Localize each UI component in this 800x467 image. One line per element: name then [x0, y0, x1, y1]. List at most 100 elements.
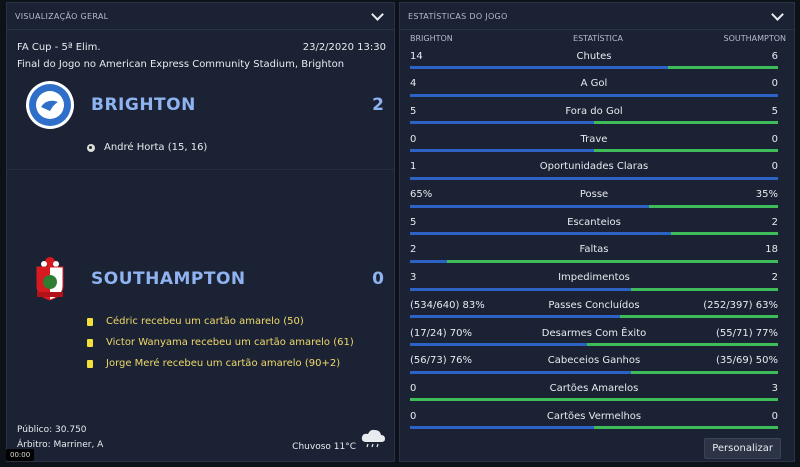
stat-row: 14 Chutes 6 [410, 48, 778, 75]
card-event: Victor Wanyama recebeu um cartão amarelo… [87, 337, 354, 348]
overview-panel: VISUALIZAÇÃO GERAL FA Cup - 5ª Elim. 23/… [6, 2, 395, 462]
stat-values: 0 Trave 0 [410, 131, 778, 147]
stat-label: Faltas [579, 244, 609, 256]
stat-label: Passes Concluídos [548, 299, 640, 311]
yellow-card-icon [87, 317, 93, 326]
stat-home-value: 5 [410, 216, 417, 228]
stat-bar [410, 204, 778, 208]
stat-row: 1 Oportunidades Claras 0 [410, 159, 778, 186]
stat-bar [410, 232, 778, 236]
yellow-card-icon [87, 359, 93, 368]
stat-away-value: (35/69) 50% [715, 355, 778, 367]
stats-title: ESTATÍSTICAS DO JOGO [408, 11, 508, 21]
match-stats-panel: ESTATÍSTICAS DO JOGO BRIGHTON ESTATÍSTIC… [399, 2, 795, 462]
stat-home-value: 2 [410, 244, 417, 256]
home-team-name[interactable]: BRIGHTON [91, 95, 196, 115]
stat-bar-home-fill [410, 204, 650, 208]
stat-bar [410, 370, 778, 374]
stat-values: 0 Cartões Vermelhos 0 [410, 408, 778, 424]
stat-label: Fora do Gol [565, 105, 623, 117]
stat-bar-home-fill [410, 232, 672, 236]
rain-cloud-icon [361, 429, 385, 448]
stat-label: Posse [579, 189, 609, 200]
stat-values: 5 Escanteios 2 [410, 214, 778, 230]
stat-away-value: 5 [771, 105, 778, 117]
stat-away-value: 0 [771, 78, 778, 90]
stat-values: 2 Faltas 18 [410, 242, 778, 258]
southampton-crest [36, 257, 64, 301]
stat-values: (17/24) 70% Desarmes Com Êxito (55/71) 77% [410, 325, 778, 341]
stat-away-value: 0 [771, 410, 778, 422]
home-scorer: André Horta (15, 16) [87, 142, 207, 153]
col-home: BRIGHTON [410, 34, 453, 43]
stat-home-value: (56/73) 76% [410, 355, 473, 367]
stat-home-value: 1 [410, 161, 417, 173]
referee-text[interactable]: Árbitro: Marriner, A [17, 440, 104, 450]
stat-row: 0 Trave 0 [410, 131, 778, 158]
timer-badge: 00:00 [6, 449, 35, 461]
chevron-down-icon[interactable] [771, 7, 784, 21]
stat-bar [410, 315, 778, 319]
stat-bar-home-fill [410, 121, 594, 125]
stat-bar [410, 343, 778, 346]
stat-home-value: 14 [410, 50, 423, 62]
overview-header: VISUALIZAÇÃO GERAL [7, 3, 394, 30]
stat-values: (534/640) 83% Passes Concluídos (252/397) … [410, 297, 778, 313]
stat-bar [410, 66, 778, 69]
stat-away-value: 0 [771, 133, 778, 145]
competition-row: FA Cup - 5ª Elim. 23/2/2020 13:30 [17, 42, 386, 53]
stat-away-value: 2 [771, 216, 778, 228]
stat-away-value: 35% [755, 189, 778, 200]
card-event-text[interactable]: Cédric recebeu um cartão amarelo (50) [106, 316, 304, 327]
venue-text: Final do Jogo no American Express Commun… [17, 59, 345, 70]
stat-row: 4 A Gol 0 [410, 76, 778, 103]
stat-label: Chutes [576, 50, 612, 62]
attendance-text: Público: 30.750 [17, 425, 87, 435]
stat-values: 14 Chutes 6 [410, 48, 778, 64]
stat-bar-home-fill [410, 259, 447, 263]
stat-home-value: (17/24) 70% [410, 327, 473, 339]
weather-text: Chuvoso 11°C [292, 442, 356, 452]
stat-bar [410, 176, 778, 180]
card-event: Cédric recebeu um cartão amarelo (50) [87, 316, 304, 327]
stat-bar-home-fill [410, 370, 631, 374]
stat-bar-home-fill [410, 426, 594, 430]
stats-header: ESTATÍSTICAS DO JOGO [400, 3, 794, 30]
stat-bar [410, 121, 778, 125]
stat-home-value: (534/640) 83% [410, 299, 485, 311]
chevron-down-icon[interactable] [371, 7, 384, 21]
stat-label: Trave [580, 133, 608, 145]
stat-bar [410, 426, 778, 430]
scorer-text[interactable]: André Horta (15, 16) [104, 142, 208, 153]
stat-bar [410, 287, 778, 291]
stat-bar-home-fill [410, 93, 778, 97]
stat-values: 1 Oportunidades Claras 0 [410, 159, 778, 175]
stat-row: 0 Cartões Vermelhos 0 [410, 408, 778, 435]
away-team-name[interactable]: SOUTHAMPTON [91, 269, 246, 289]
stat-row: (56/73) 76% Cabeceios Ganhos (35/69) 50% [410, 353, 778, 380]
stat-values: 4 A Gol 0 [410, 76, 778, 92]
stat-values: 0 Cartões Amarelos 3 [410, 380, 778, 396]
customize-button[interactable]: Personalizar [704, 438, 781, 459]
stat-away-value: 3 [771, 382, 778, 394]
stat-row: (17/24) 70% Desarmes Com Êxito (55/71) 77% [410, 325, 778, 352]
stats-column-headers: BRIGHTON ESTATÍSTICA SOUTHAMPTON [410, 34, 786, 43]
card-event-text[interactable]: Jorge Meré recebeu um cartão amarelo (90… [106, 358, 341, 369]
stat-bar-home-fill [410, 149, 594, 153]
stat-bar-home-fill [410, 176, 778, 180]
stat-label: Impedimentos [558, 272, 630, 284]
card-event: Jorge Meré recebeu um cartão amarelo (90… [87, 358, 340, 369]
stat-label: Cartões Vermelhos [546, 410, 642, 422]
stat-away-value: (252/397) 63% [703, 299, 778, 311]
match-date: 23/2/2020 13:30 [302, 42, 386, 53]
stat-home-value: 0 [410, 382, 417, 394]
stat-bar-home-fill [410, 66, 668, 69]
stat-home-value: 0 [410, 410, 417, 422]
stat-away-value: 0 [771, 161, 778, 173]
away-team-row: SOUTHAMPTON 0 [7, 254, 394, 304]
col-away: SOUTHAMPTON [723, 34, 787, 43]
card-event-text[interactable]: Victor Wanyama recebeu um cartão amarelo… [106, 337, 354, 348]
stat-away-value: 6 [771, 50, 778, 62]
stat-home-value: 65% [410, 189, 433, 200]
ball-icon [87, 143, 95, 152]
